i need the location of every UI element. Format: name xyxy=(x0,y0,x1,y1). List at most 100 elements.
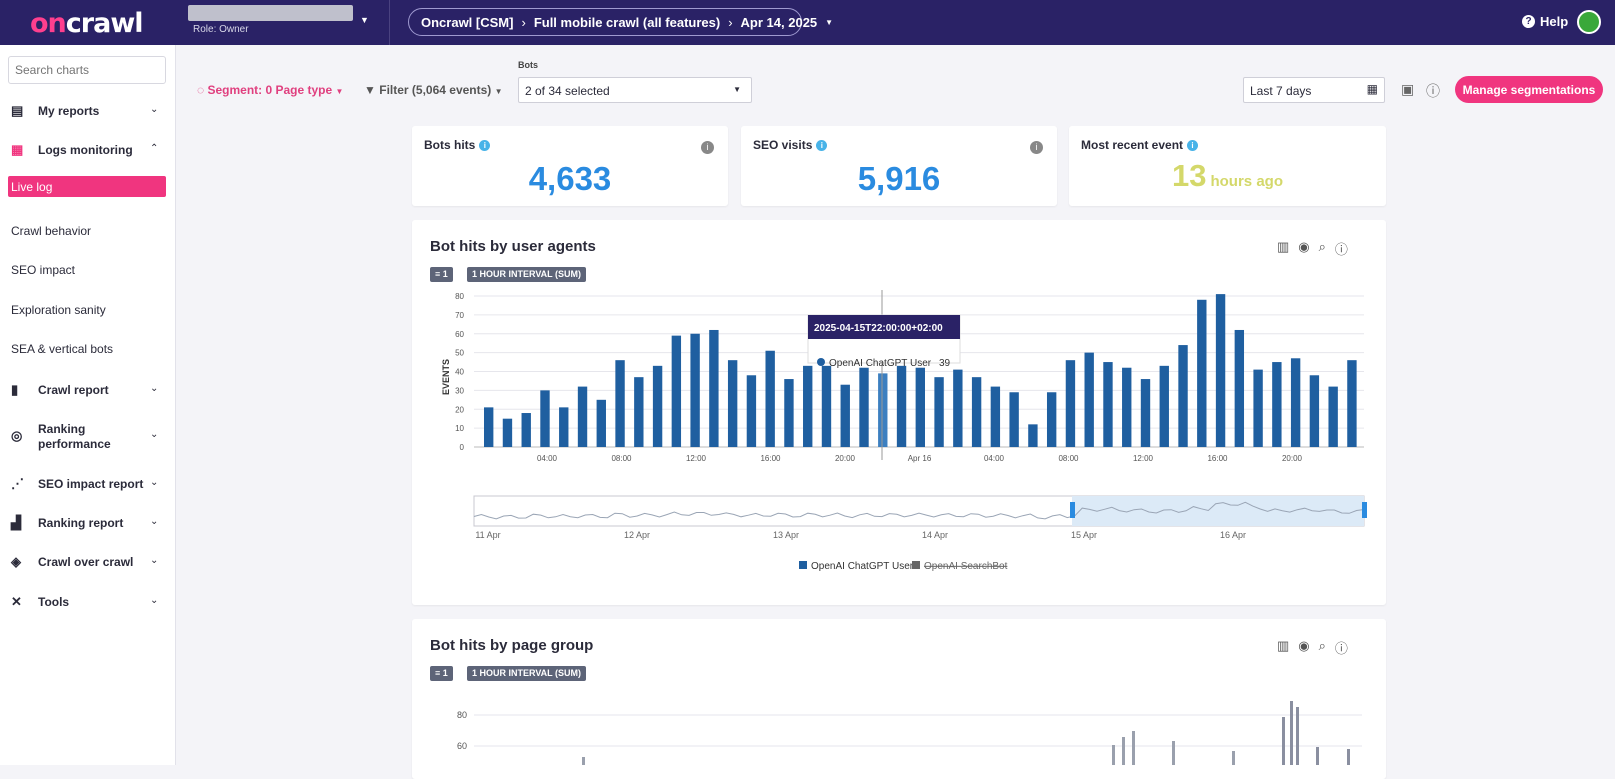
info-icon[interactable]: ⓘ xyxy=(1426,83,1440,99)
bar xyxy=(1103,362,1113,447)
y-tick-label: 50 xyxy=(455,349,464,358)
bar xyxy=(1159,365,1169,447)
sidebar-item-ranking-performance[interactable]: ◎ Ranking performance ⌄ xyxy=(0,421,176,453)
breadcrumb[interactable]: Oncrawl [CSM] › Full mobile crawl (all f… xyxy=(408,8,833,36)
manage-segmentations-button[interactable]: Manage segmentations xyxy=(1455,76,1603,103)
bar xyxy=(634,377,644,447)
kpi-value-number: 13 xyxy=(1172,158,1207,193)
sidebar-item-seo-impact[interactable]: SEO impact xyxy=(11,263,76,277)
chevron-down-icon: ▼ xyxy=(335,87,344,96)
segment-label: Segment: 0 Page type xyxy=(207,83,333,97)
bots-select-value: 2 of 34 selected xyxy=(525,84,610,98)
bar xyxy=(559,407,569,447)
legend-openai-searchbot[interactable]: OpenAI SearchBot xyxy=(924,561,1008,572)
x-tick-label: 12:00 xyxy=(686,454,707,463)
y-tick-label: 30 xyxy=(455,386,464,395)
bar xyxy=(1140,379,1151,447)
chevron-down-icon: ⌄ xyxy=(150,383,159,394)
info-icon[interactable]: i xyxy=(816,140,828,151)
account-switcher[interactable]: Role: Owner ▼ xyxy=(188,5,388,40)
bar xyxy=(709,329,719,447)
sidebar-item-live-log[interactable]: Live log xyxy=(8,176,166,197)
help-button[interactable]: ? Help xyxy=(1522,14,1568,29)
dashboard-icon[interactable]: ▣ xyxy=(1401,81,1415,97)
bar xyxy=(1328,386,1338,447)
sidebar-item-label: Ranking xyxy=(38,422,86,436)
navigator-tick-label: 13 Apr xyxy=(773,530,799,540)
bar xyxy=(1028,424,1038,447)
bar-chart-icon[interactable]: ▥ xyxy=(1277,638,1290,653)
bar xyxy=(727,360,738,447)
oncrawl-logo[interactable]: oncrawl xyxy=(30,8,144,39)
bar xyxy=(521,413,531,447)
info-icon[interactable]: i xyxy=(1030,141,1043,154)
info-icon[interactable]: i xyxy=(479,140,491,151)
info-icon[interactable]: ⓘ xyxy=(1334,641,1348,656)
info-icon[interactable]: i xyxy=(1187,140,1199,151)
bar xyxy=(1197,299,1207,447)
x-tick-label: 04:00 xyxy=(984,454,1005,463)
chart-card-page-group: Bot hits by page group ≡ 1 1 HOUR INTERV… xyxy=(412,619,1386,779)
y-tick-label: 70 xyxy=(455,311,464,320)
bar xyxy=(596,399,606,447)
zoom-icon[interactable]: ⌕ xyxy=(1318,638,1326,653)
bar xyxy=(1290,701,1293,765)
bar xyxy=(953,369,963,447)
breadcrumb-workspace[interactable]: Oncrawl [CSM] xyxy=(421,14,514,30)
interval-badge[interactable]: 1 HOUR INTERVAL (SUM) xyxy=(467,666,587,681)
bar xyxy=(1232,751,1235,765)
x-tick-label: 12:00 xyxy=(1133,454,1154,463)
y-tick-label: 60 xyxy=(457,741,467,751)
kpi-value: 4,633 xyxy=(528,160,612,197)
sidebar-item-exploration-sanity[interactable]: Exploration sanity xyxy=(11,303,106,317)
bar-chart-icon[interactable]: ▥ xyxy=(1277,239,1290,254)
filter-count-badge[interactable]: ≡ 1 xyxy=(430,666,453,681)
bots-select[interactable]: 2 of 34 selected ▼ xyxy=(518,77,752,103)
kpi-value: 13 hours ago xyxy=(1069,158,1386,194)
date-range-picker[interactable]: Last 7 days ▦ xyxy=(1243,77,1385,103)
navigator-tick-label: 15 Apr xyxy=(1071,530,1097,540)
info-icon[interactable]: ⓘ xyxy=(1334,242,1348,257)
bar xyxy=(878,373,888,447)
y-tick-label: 80 xyxy=(457,710,467,720)
chart-toolbar: ▥ ◉ ⌕ ⓘ xyxy=(1277,638,1348,657)
page-group-chart: 80 60 xyxy=(457,701,1362,765)
x-tick-label: 08:00 xyxy=(1058,454,1079,463)
search-charts-input[interactable] xyxy=(8,56,166,84)
breadcrumb-project[interactable]: Full mobile crawl (all features) xyxy=(533,14,721,30)
legend-chatgpt-user[interactable]: OpenAI ChatGPT User xyxy=(811,561,914,572)
zoom-icon[interactable]: ⌕ xyxy=(1318,239,1326,254)
tooltip-header xyxy=(808,315,960,339)
avatar[interactable] xyxy=(1577,10,1601,34)
interval-badge[interactable]: 1 HOUR INTERVAL (SUM) xyxy=(467,267,587,282)
bar-chart-icon: ▟ xyxy=(11,515,21,530)
sidebar-item-crawl-behavior[interactable]: Crawl behavior xyxy=(11,224,92,238)
navigator-handle-left[interactable] xyxy=(1070,502,1075,518)
user-agents-chart: 0 10 20 30 40 50 60 70 80 04:00 08:00 12:00 16:00 20… xyxy=(441,290,1367,572)
bar xyxy=(1309,375,1320,447)
logs-icon: ▦ xyxy=(11,142,24,157)
report-icon: ▤ xyxy=(11,103,24,118)
x-tick-label: 16:00 xyxy=(1207,454,1228,463)
bar xyxy=(1172,741,1175,765)
segment-selector[interactable]: ◌ Segment: 0 Page type ▼ xyxy=(197,83,343,97)
filter-button[interactable]: ▼ Filter (5,064 events) ▼ xyxy=(364,83,503,97)
eye-icon[interactable]: ◉ xyxy=(1298,638,1310,653)
y-tick-label: 10 xyxy=(455,424,464,433)
bar xyxy=(577,386,588,447)
info-icon[interactable]: i xyxy=(701,141,714,154)
sidebar-item-sea-vertical-bots[interactable]: SEA & vertical bots xyxy=(11,342,114,356)
chevron-down-icon: ▼ xyxy=(825,17,834,27)
tooltip-series-name: OpenAI ChatGPT User xyxy=(829,358,932,369)
y-tick-label: 20 xyxy=(455,405,464,414)
chevron-down-icon: ▼ xyxy=(733,85,741,94)
y-tick-label: 0 xyxy=(460,443,465,452)
filter-count-badge[interactable]: ≡ 1 xyxy=(430,267,453,282)
bar xyxy=(582,757,585,765)
filter-count: 1 xyxy=(442,668,448,678)
eye-icon[interactable]: ◉ xyxy=(1298,239,1310,254)
navigator-handle-right[interactable] xyxy=(1362,502,1367,518)
bar xyxy=(690,333,700,447)
breadcrumb-crawl[interactable]: Apr 14, 2025 xyxy=(740,14,818,30)
bar xyxy=(1046,392,1057,447)
